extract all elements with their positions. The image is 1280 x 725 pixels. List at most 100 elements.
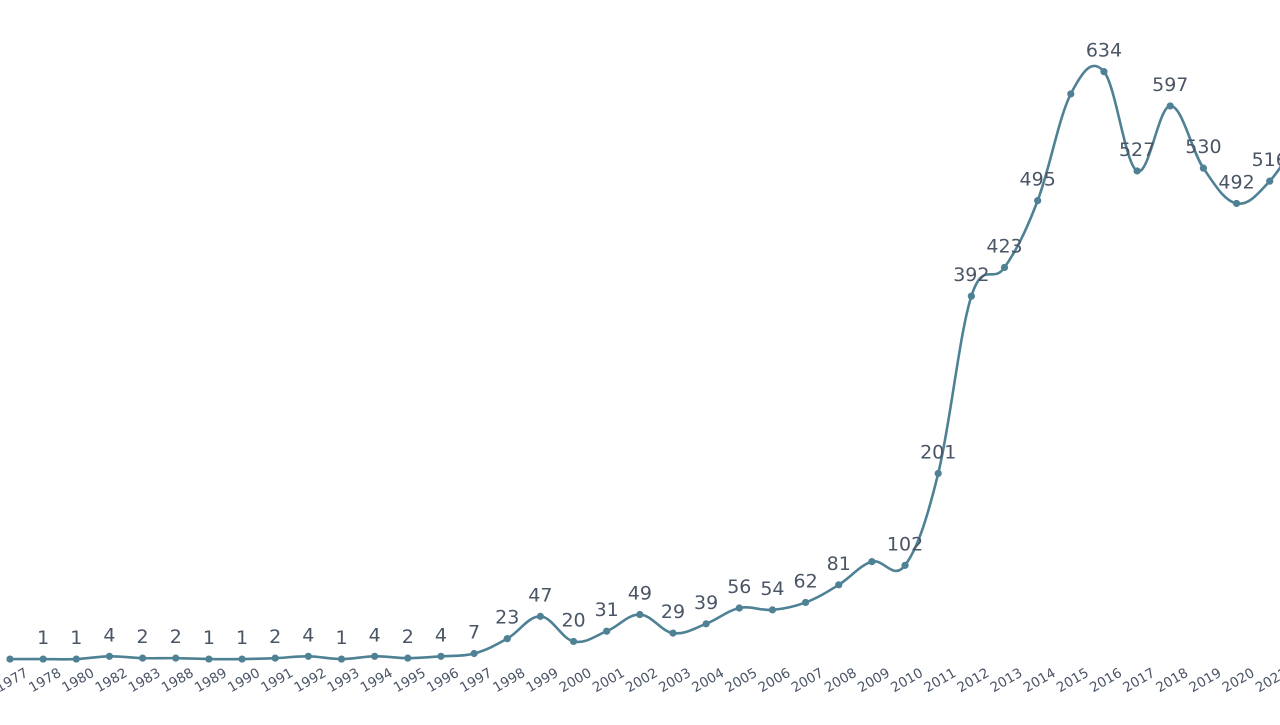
data-label-1997: 7 bbox=[468, 622, 480, 644]
data-point-1992 bbox=[304, 652, 312, 660]
x-tick-2020: 2020 bbox=[1220, 665, 1258, 696]
data-label-1978: 1 bbox=[37, 627, 49, 649]
data-point-1988 bbox=[172, 654, 180, 662]
x-tick-2012: 2012 bbox=[954, 665, 992, 696]
x-tick-2006: 2006 bbox=[756, 665, 794, 696]
x-tick-1978: 1978 bbox=[26, 665, 64, 696]
data-label-1980: 1 bbox=[70, 627, 82, 649]
x-tick-2018: 2018 bbox=[1153, 665, 1191, 696]
data-label-1988: 2 bbox=[170, 626, 182, 648]
data-point-2006 bbox=[768, 606, 777, 614]
data-point-2001 bbox=[603, 627, 611, 635]
x-tick-2011: 2011 bbox=[921, 665, 959, 696]
data-label-2019: 530 bbox=[1185, 136, 1221, 158]
points-layer bbox=[6, 68, 1274, 663]
x-tick-1989: 1989 bbox=[192, 665, 230, 696]
data-label-1994: 4 bbox=[369, 624, 381, 646]
data-point-2008 bbox=[835, 581, 843, 589]
x-tick-1992: 1992 bbox=[291, 665, 329, 696]
x-tick-2014: 2014 bbox=[1021, 665, 1059, 696]
data-label-1995: 2 bbox=[402, 626, 414, 648]
x-tick-1980: 1980 bbox=[59, 665, 97, 696]
data-point-2010 bbox=[901, 561, 909, 569]
x-tick-2015: 2015 bbox=[1054, 665, 1092, 696]
data-point-2013 bbox=[1000, 263, 1009, 272]
data-point-2007 bbox=[802, 598, 810, 607]
data-label-1998: 23 bbox=[495, 607, 519, 629]
data-point-1994 bbox=[371, 652, 379, 660]
x-tick-2008: 2008 bbox=[822, 665, 860, 696]
x-axis-ticks: 1977197819801982198319881989199019911992… bbox=[0, 665, 1280, 696]
data-label-2021: 516 bbox=[1252, 149, 1280, 171]
data-label-2012: 392 bbox=[953, 264, 989, 286]
x-tick-1997: 1997 bbox=[457, 665, 495, 696]
data-point-2017 bbox=[1133, 167, 1141, 175]
data-label-1996: 4 bbox=[435, 624, 447, 646]
data-point-2012 bbox=[967, 292, 975, 300]
x-tick-2017: 2017 bbox=[1120, 665, 1158, 696]
data-point-2009 bbox=[868, 558, 876, 566]
x-tick-2007: 2007 bbox=[789, 665, 827, 696]
x-tick-2016: 2016 bbox=[1087, 665, 1125, 696]
data-label-1999: 47 bbox=[528, 584, 552, 606]
data-label-1990: 1 bbox=[236, 627, 248, 649]
data-label-1991: 2 bbox=[269, 626, 281, 648]
data-point-1990 bbox=[238, 655, 246, 663]
data-point-1977 bbox=[6, 655, 14, 663]
data-label-2001: 31 bbox=[595, 599, 619, 621]
data-point-1980 bbox=[72, 655, 80, 663]
data-label-2016: 634 bbox=[1086, 40, 1122, 62]
x-tick-1983: 1983 bbox=[126, 665, 164, 696]
x-tick-1993: 1993 bbox=[325, 665, 363, 696]
data-label-1992: 4 bbox=[302, 624, 314, 646]
series-line bbox=[8, 64, 1280, 661]
x-tick-1999: 1999 bbox=[524, 665, 562, 696]
x-tick-1977: 1977 bbox=[0, 665, 31, 696]
x-tick-2010: 2010 bbox=[888, 665, 926, 696]
data-point-2019 bbox=[1199, 164, 1207, 172]
data-label-2000: 20 bbox=[561, 609, 585, 631]
x-tick-2019: 2019 bbox=[1187, 665, 1225, 696]
data-point-1982 bbox=[105, 652, 114, 660]
x-tick-2000: 2000 bbox=[557, 665, 595, 696]
data-point-2003 bbox=[669, 629, 677, 637]
data-label-2014: 495 bbox=[1020, 169, 1056, 191]
data-point-1995 bbox=[404, 654, 412, 662]
data-label-2005: 56 bbox=[727, 576, 751, 598]
data-label-2011: 201 bbox=[920, 441, 956, 463]
data-point-1993 bbox=[337, 655, 346, 663]
data-label-2003: 29 bbox=[661, 601, 685, 623]
data-point-1991 bbox=[271, 654, 279, 662]
data-point-1999 bbox=[536, 612, 545, 620]
x-tick-2001: 2001 bbox=[590, 665, 628, 696]
data-label-2007: 62 bbox=[794, 570, 818, 592]
data-label-2002: 49 bbox=[628, 583, 652, 605]
x-tick-2013: 2013 bbox=[988, 665, 1026, 696]
data-label-2020: 492 bbox=[1218, 171, 1254, 193]
data-point-2005 bbox=[735, 604, 743, 612]
series-layer bbox=[8, 64, 1280, 661]
data-label-2010: 102 bbox=[887, 533, 923, 555]
data-point-2011 bbox=[934, 469, 942, 478]
data-point-1978 bbox=[39, 655, 47, 663]
data-label-2013: 423 bbox=[986, 235, 1022, 257]
data-point-1983 bbox=[139, 654, 147, 662]
data-point-2004 bbox=[702, 620, 710, 628]
data-label-1982: 4 bbox=[103, 624, 115, 646]
x-tick-2005: 2005 bbox=[722, 665, 760, 696]
data-point-2002 bbox=[636, 610, 644, 619]
x-tick-1996: 1996 bbox=[424, 665, 462, 696]
data-point-2020 bbox=[1232, 199, 1241, 208]
x-tick-1990: 1990 bbox=[225, 665, 263, 696]
data-label-2018: 597 bbox=[1152, 74, 1188, 96]
x-tick-2021: 2021 bbox=[1253, 665, 1280, 696]
data-point-2021 bbox=[1266, 177, 1274, 185]
data-point-1996 bbox=[437, 652, 445, 660]
data-point-1989 bbox=[205, 655, 213, 663]
data-point-2000 bbox=[569, 637, 578, 646]
data-point-2018 bbox=[1166, 102, 1174, 110]
x-tick-2009: 2009 bbox=[855, 665, 893, 696]
